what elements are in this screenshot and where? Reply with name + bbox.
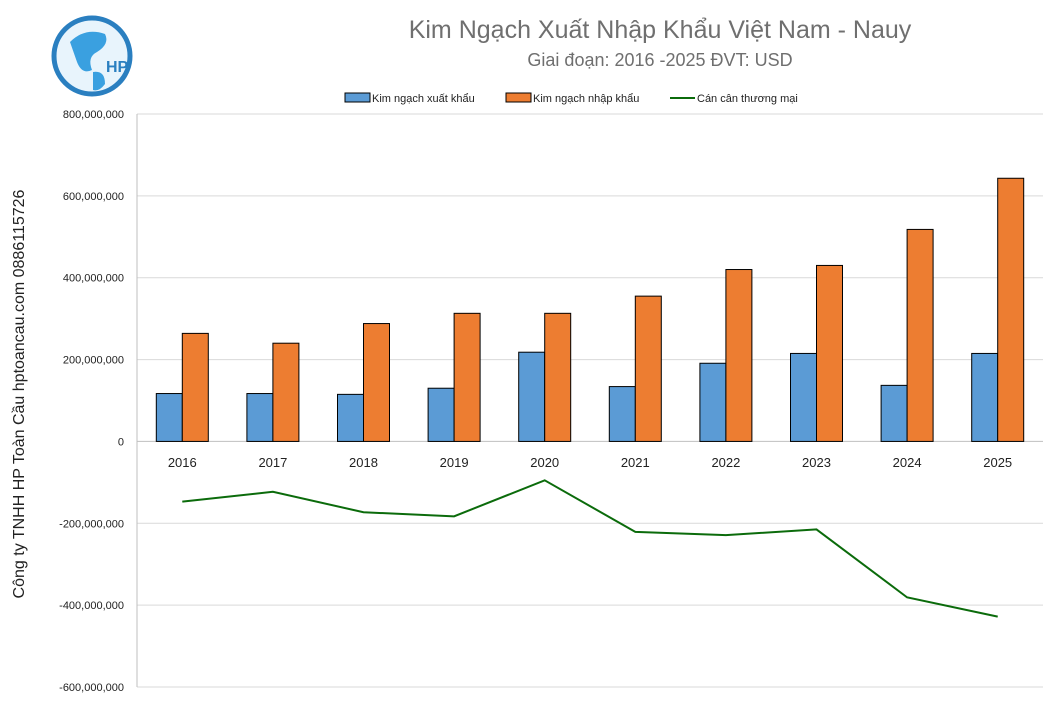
y-tick-label: -400,000,000 [59,600,124,612]
bar-export [608,386,636,442]
x-tick-label: 2020 [530,455,559,470]
x-tick-label: 2022 [711,455,740,470]
bar-export [427,387,455,442]
x-tick-label: 2025 [983,455,1012,470]
bar-export [246,393,274,442]
y-tick-label: 0 [118,436,124,448]
bar-import [906,228,934,442]
bar-import [181,332,209,442]
bar-export [971,352,999,442]
bar-import [725,269,753,442]
x-tick-label: 2023 [802,455,831,470]
y-tick-label: 200,000,000 [63,355,124,367]
line-trade-balance [182,479,998,618]
x-tick-label: 2017 [258,455,287,470]
y-tick-label: 600,000,000 [63,191,124,203]
chart-title: Kim Ngạch Xuất Nhập Khẩu Việt Nam - Nauy [408,16,912,44]
bar-export [790,352,817,442]
logo-text: HP [106,59,129,76]
chart-subtitle: Giai đoạn: 2016 -2025 ĐVT: USD [527,50,793,70]
bar-import [544,312,572,442]
x-tick-label: 2018 [349,455,378,470]
legend-label: Kim ngạch xuất khẩu [372,93,475,105]
bar-import [634,295,662,442]
bar-import [453,312,481,442]
legend-label: Kim ngạch nhập khẩu [533,93,639,105]
bar-export [337,393,364,442]
legend-swatch [505,92,532,103]
bar-export [699,362,727,442]
bar-export [155,393,183,442]
bar-import [816,264,843,442]
bar-import [272,342,300,442]
legend-swatch [344,92,371,103]
y-tick-label: -600,000,000 [59,682,124,694]
x-tick-label: 2021 [621,455,650,470]
bar-export [880,384,908,442]
company-logo: HP [48,12,138,107]
bar-export [518,351,546,442]
bar-import [997,177,1025,442]
y-tick-label: 400,000,000 [63,273,124,285]
bar-import [363,323,390,442]
y-tick-label: -200,000,000 [59,518,124,530]
legend-label: Cán cân thương mại [697,93,798,105]
y-tick-label: 800,000,000 [63,109,124,121]
x-tick-label: 2019 [440,455,469,470]
x-tick-label: 2016 [168,455,197,470]
x-tick-label: 2024 [893,455,922,470]
